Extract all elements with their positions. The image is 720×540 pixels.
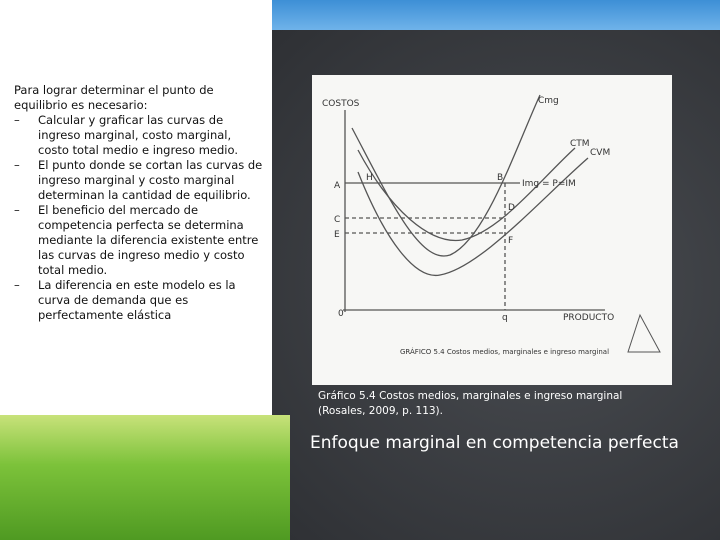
curve-label: CTM — [570, 139, 590, 149]
point-label: 0 — [338, 309, 344, 319]
marker: – — [14, 278, 20, 292]
axis-label: PRODUCTO — [563, 313, 614, 323]
bullet: – El punto donde se cortan las curvas de … — [14, 158, 264, 203]
top-band — [272, 0, 720, 30]
intro: Para lograr determinar el punto de equil… — [14, 83, 214, 112]
curve-label: CVM — [590, 148, 610, 158]
curve-label: Cmg — [538, 96, 559, 106]
bullet: – Calcular y graficar las curvas de ingre… — [14, 113, 264, 158]
axis-label: COSTOS — [322, 99, 360, 109]
point-label: D — [508, 203, 515, 213]
marker: – — [14, 158, 20, 172]
figure-bg — [312, 75, 672, 385]
caption: Gráfico 5.4 Costos medios, marginales e … — [318, 390, 623, 417]
marker: – — [14, 203, 20, 217]
cvm-curve — [357, 157, 589, 277]
text-block: Para lograr determinar el punto de equil… — [14, 83, 264, 323]
marker: – — [14, 113, 20, 127]
bullet-text: La diferencia en este modelo es la curva… — [38, 278, 236, 322]
ctm-curve — [357, 147, 576, 242]
cmg-curve — [351, 94, 541, 257]
point-label: C — [334, 215, 340, 225]
point-label: H — [366, 173, 373, 183]
point-label: F — [508, 236, 513, 246]
bullet-text: El beneficio del mercado de competencia … — [38, 203, 259, 277]
figure: COSTOS PRODUCTO Cmg CTM CVM Img = P=IM A… — [312, 75, 672, 385]
graph — [343, 94, 661, 353]
curve-label: Img = P=IM — [522, 179, 576, 189]
bullet-text: Calcular y graficar las curvas de ingres… — [38, 113, 238, 157]
point-label: A — [334, 181, 341, 191]
sketch — [627, 313, 661, 353]
point-label: E — [334, 230, 340, 240]
point-label: q — [502, 313, 508, 323]
bullet: – La diferencia en este modelo es la curv… — [14, 278, 264, 323]
bullet-text: El punto donde se cortan las curvas de i… — [38, 158, 263, 202]
bullet: – El beneficio del mercado de competencia… — [14, 203, 264, 278]
slide-title: Enfoque marginal en competencia perfecta — [310, 433, 679, 453]
grass — [0, 415, 290, 540]
point-label: B — [497, 173, 503, 183]
inner-caption: GRÁFICO 5.4 Costos medios, marginales e … — [400, 347, 609, 356]
